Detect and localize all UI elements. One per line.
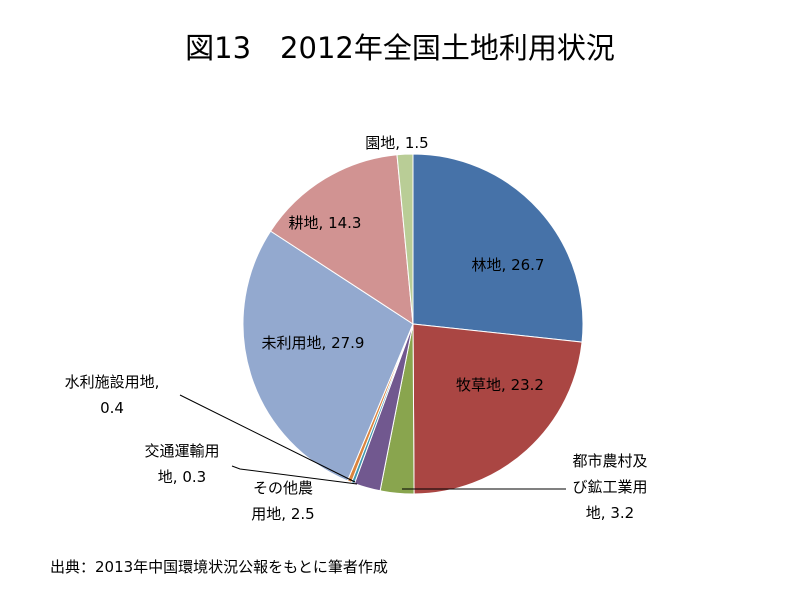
- slice-label-0: 林地, 26.7: [472, 256, 545, 274]
- pie-slice-1: [412, 323, 583, 495]
- slice-label-4: 交通運輸用地, 0.3: [144, 442, 219, 486]
- slice-label-7: 耕地, 14.3: [289, 214, 362, 232]
- leader-lines: [179, 394, 566, 490]
- slice-label-8: 園地, 1.5: [365, 134, 428, 152]
- source-note: 出典：2013年中国環境状況公報をもとに筆者作成: [50, 558, 388, 576]
- leader-line-5: [179, 394, 356, 483]
- slice-label-6: 未利用地, 27.9: [262, 334, 365, 352]
- pie-slice-8: [396, 153, 414, 325]
- slice-label-line: 0.4: [100, 399, 124, 417]
- slice-label-line: 用地, 2.5: [251, 505, 314, 523]
- slice-label-line: 交通運輸用: [144, 442, 219, 460]
- slice-label-line: 都市農村及: [572, 452, 647, 470]
- slice-label-line: び鉱工業用: [572, 478, 647, 496]
- pie-slice-7: [269, 154, 414, 325]
- slice-label-1: 牧草地, 23.2: [456, 376, 544, 394]
- chart-title: 図13 2012年全国土地利用状況: [185, 31, 615, 65]
- slice-label-2: 都市農村及び鉱工業用地, 3.2: [572, 452, 647, 522]
- pie-slice-6: [242, 230, 414, 482]
- pie-slice-0: [412, 153, 584, 343]
- slice-label-line: その他農: [253, 479, 313, 497]
- slice-label-line: 地, 3.2: [586, 504, 634, 522]
- leader-line-4: [231, 465, 358, 485]
- slice-label-line: 水利施設用地,: [65, 373, 160, 391]
- slice-label-3: その他農用地, 2.5: [251, 479, 314, 523]
- slice-label-5: 水利施設用地, 0.4: [65, 373, 160, 417]
- pie-slices: [242, 153, 584, 495]
- slice-labels: 林地, 26.7 牧草地, 23.2 都市農村及び鉱工業用地, 3.2 その他農用地,…: [65, 134, 648, 523]
- slice-label-line: 地, 0.3: [158, 468, 206, 486]
